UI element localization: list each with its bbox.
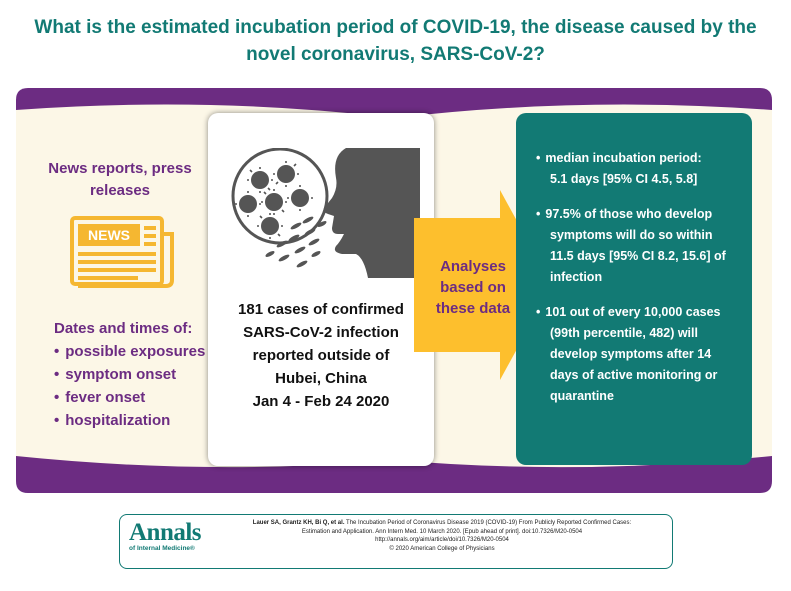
analyses-line: these data xyxy=(435,300,511,317)
cases-line: Jan 4 - Feb 24 2020 xyxy=(252,393,390,410)
finding-line: 11.5 days [95% CI 8.2, 15.6] of xyxy=(550,249,726,263)
title-line: What is the estimated incubation period … xyxy=(34,17,757,38)
copyright: © 2020 American College of Physicians xyxy=(389,546,495,553)
finding-line: median incubation period: xyxy=(536,148,751,169)
citation-authors: Lauer SA, Grantz KH, Bi Q, et al. xyxy=(252,520,345,526)
citation-box xyxy=(119,514,673,569)
finding-line: infection xyxy=(550,270,603,284)
analyses-line: Analyses xyxy=(440,258,506,275)
cough-illustration xyxy=(231,148,420,278)
list-item: hospitalization xyxy=(54,409,205,432)
citation-text: Lauer SA, Grantz KH, Bi Q, et al. The In… xyxy=(222,519,662,554)
finding-item: median incubation period: 5.1 days [95% … xyxy=(536,148,751,190)
logo-wordmark: Annals xyxy=(129,519,202,546)
finding-line: 5.1 days [95% CI 4.5, 5.8] xyxy=(550,172,698,186)
dates-heading: Dates and times of: xyxy=(54,320,193,337)
cases-description: 181 cases of confirmed SARS-CoV-2 infect… xyxy=(208,298,434,413)
citation-link[interactable]: http://annals.org/aim/article/doi/10.732… xyxy=(375,537,509,544)
finding-line: symptoms will do so within xyxy=(550,228,713,242)
finding-item: 101 out of every 10,000 cases (99th perc… xyxy=(536,302,751,407)
list-item: symptom onset xyxy=(54,363,205,386)
finding-line: days of active monitoring or xyxy=(550,368,718,382)
analyses-line: based on xyxy=(440,279,506,296)
finding-line: 101 out of every 10,000 cases xyxy=(536,302,751,323)
cases-line: 181 cases of confirmed xyxy=(238,301,404,318)
cases-line: SARS-CoV-2 infection xyxy=(243,324,399,341)
heading-line: releases xyxy=(89,182,151,199)
finding-line: 97.5% of those who develop xyxy=(536,204,751,225)
heading-line: News reports, press xyxy=(48,160,192,177)
newspaper-icon: NEWS xyxy=(70,216,174,288)
finding-line: (99th percentile, 482) will xyxy=(550,326,698,340)
news-reports-heading: News reports, press releases xyxy=(30,158,210,202)
findings-list: median incubation period: 5.1 days [95% … xyxy=(536,148,751,421)
page-title: What is the estimated incubation period … xyxy=(0,14,791,68)
finding-line: develop symptoms after 14 xyxy=(550,347,712,361)
finding-line: quarantine xyxy=(550,389,614,403)
list-item: possible exposures xyxy=(54,340,205,363)
newspaper-label: NEWS xyxy=(88,227,130,243)
finding-item: 97.5% of those who develop symptoms will… xyxy=(536,204,751,288)
citation-article-title: The Incubation Period of Coronavirus Dis… xyxy=(346,520,632,526)
person-coughing-icon xyxy=(265,148,420,278)
annals-logo: Annals of Internal Medicine® xyxy=(129,519,209,553)
citation-line: Estimation and Application. Ann Intern M… xyxy=(301,528,583,535)
analyses-label: Analyses based on these data xyxy=(425,256,521,319)
virus-particles-icon xyxy=(231,148,329,245)
citation-line: Lauer SA, Grantz KH, Bi Q, et al. The In… xyxy=(222,519,662,528)
logo-subtitle: of Internal Medicine® xyxy=(129,545,195,552)
cases-line: reported outside of xyxy=(252,347,390,364)
data-types-list: possible exposures symptom onset fever o… xyxy=(54,340,205,432)
title-line: novel coronavirus, SARS-CoV-2? xyxy=(246,44,545,65)
cases-line: Hubei, China xyxy=(275,370,367,387)
findings-panel xyxy=(516,113,752,465)
list-item: fever onset xyxy=(54,386,205,409)
